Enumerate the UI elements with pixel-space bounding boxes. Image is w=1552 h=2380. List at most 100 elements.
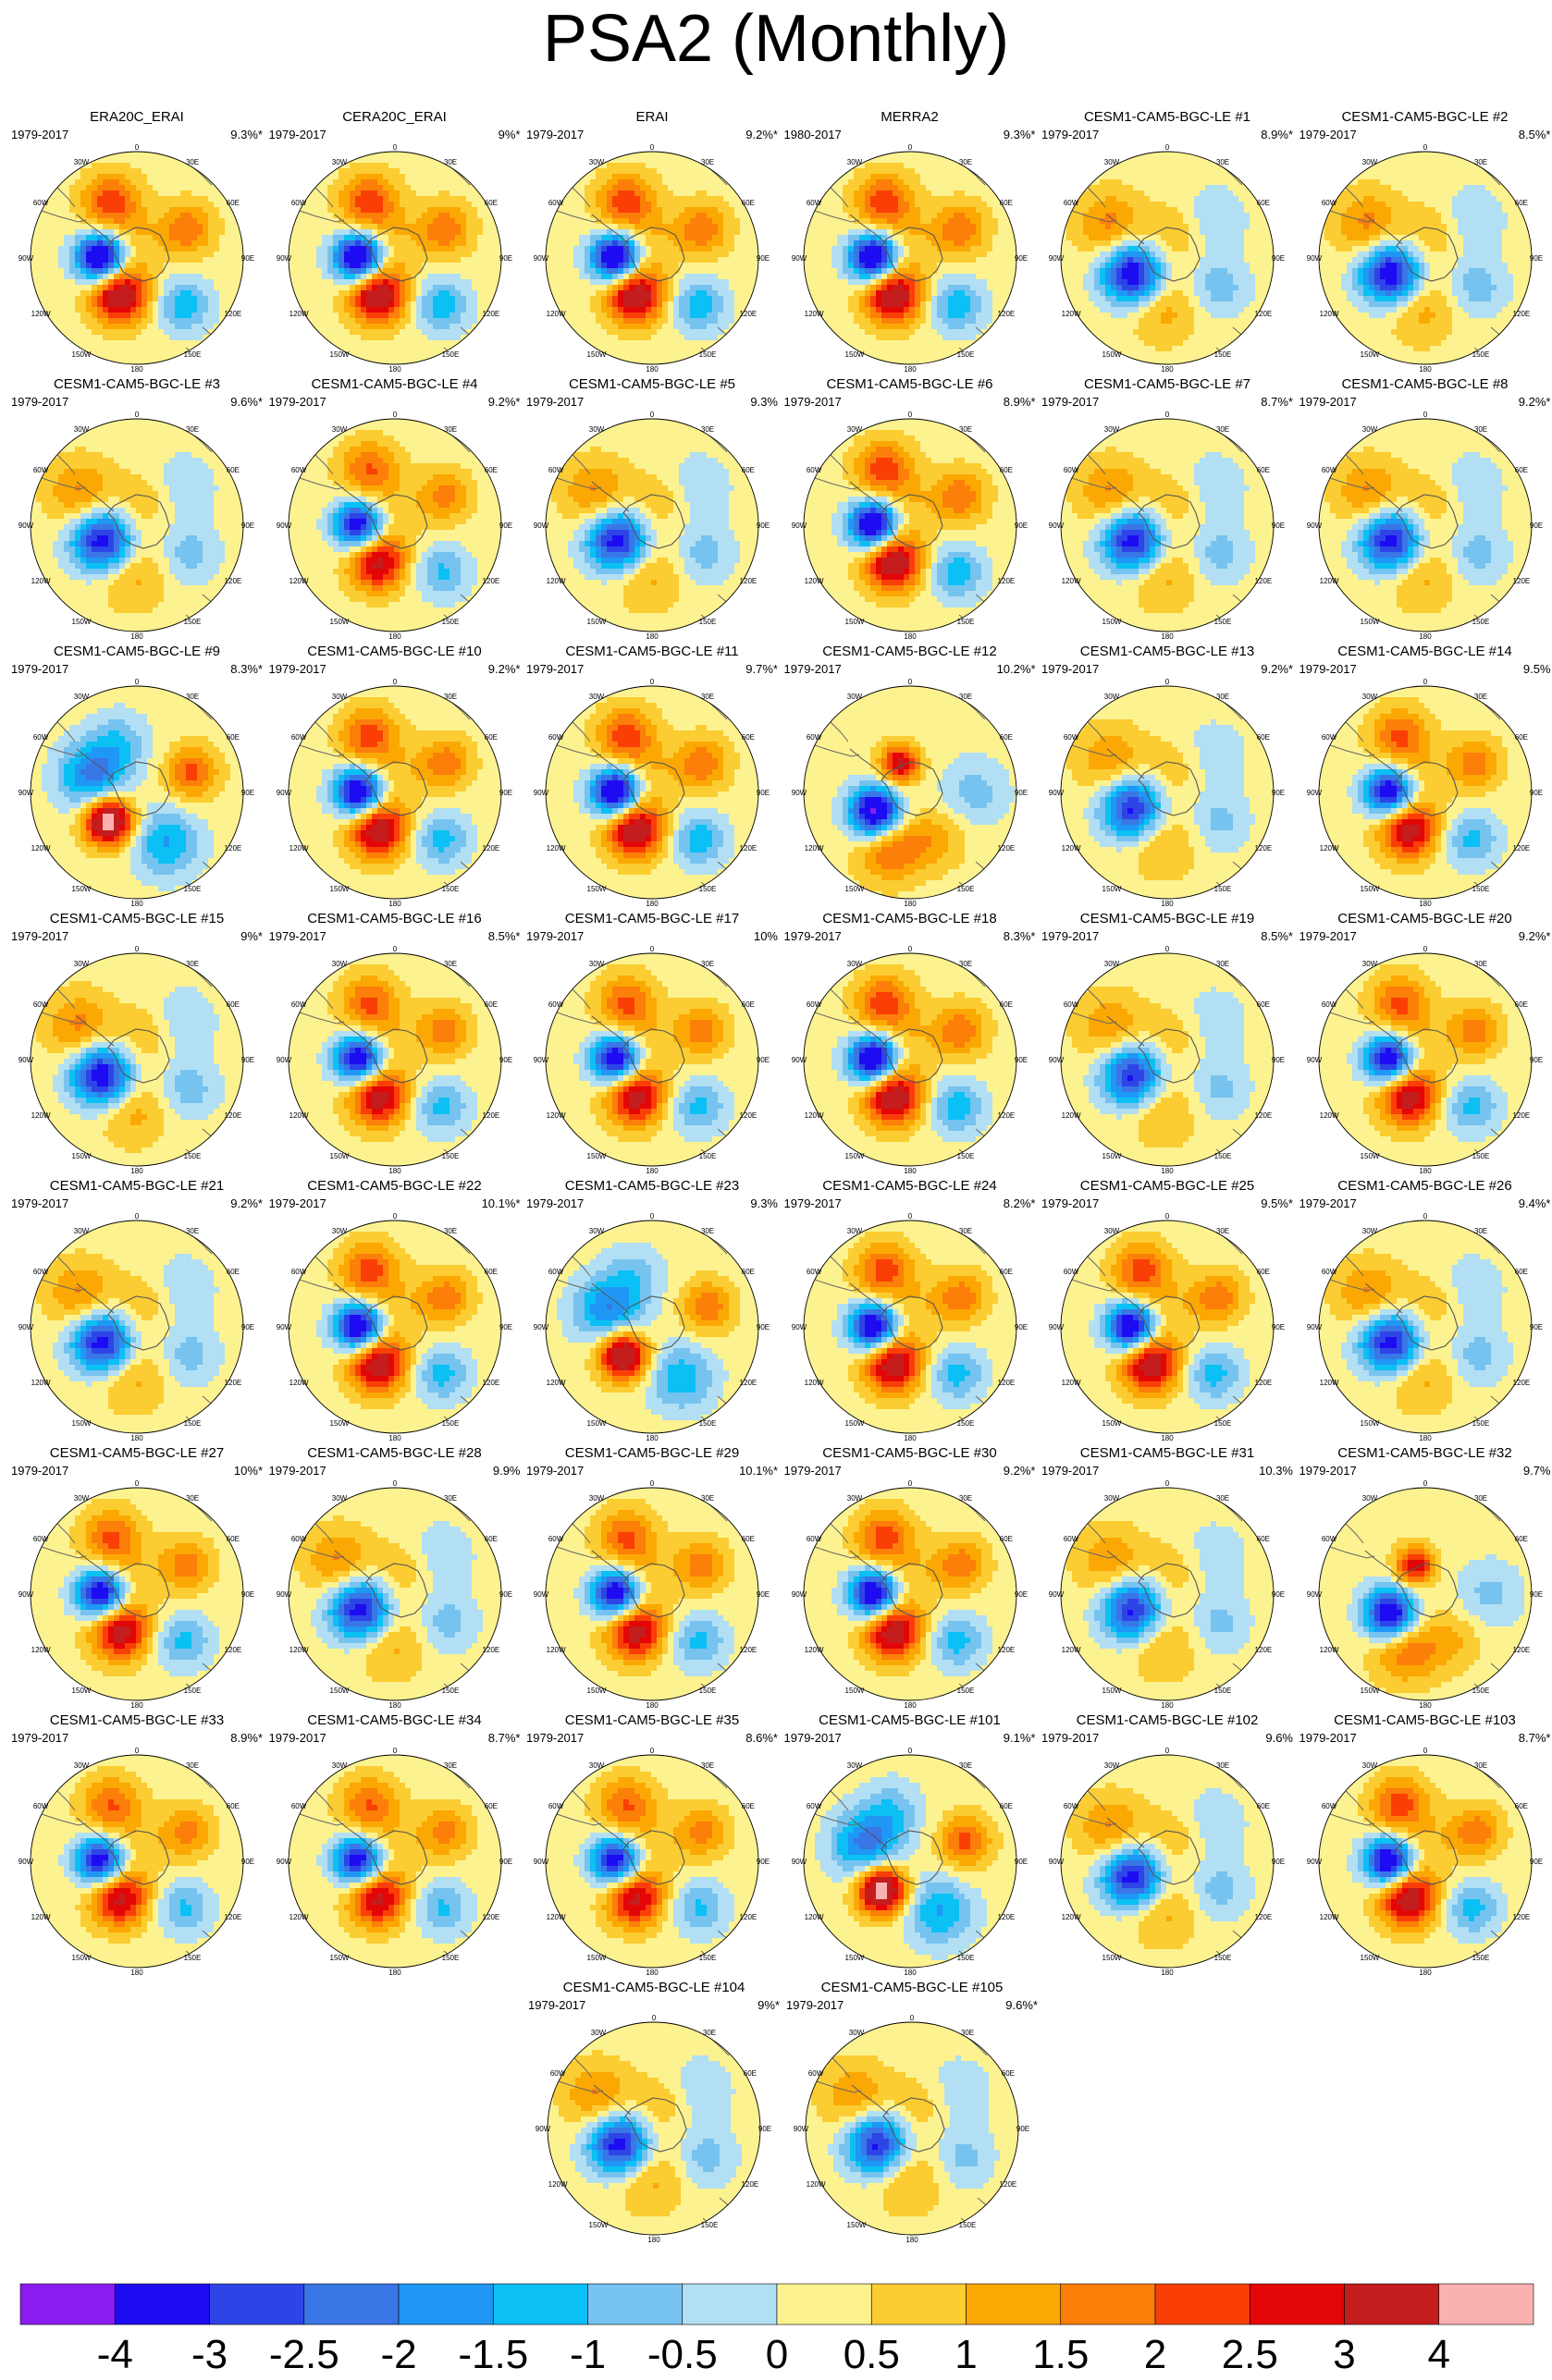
panel-variance-explained: 9.4%* [1519,1196,1551,1210]
panel-title: ERA20C_ERAI [7,109,266,126]
longitude-label: 90W [791,1858,807,1866]
longitude-label: 180 [1161,365,1174,374]
panel-period: 1980-2017 [784,128,842,141]
longitude-label: 90E [241,1590,254,1599]
longitude-label: 180 [646,1701,659,1710]
anomaly-field [1310,410,1541,641]
panel-title: CESM1-CAM5-BGC-LE #32 [1296,1445,1552,1462]
longitude-label: 120W [1319,844,1338,853]
anomaly-field [279,410,511,641]
panel-title: CESM1-CAM5-BGC-LE #10 [265,644,524,660]
panel-title: CESM1-CAM5-BGC-LE #12 [781,644,1040,660]
panel-period: 1979-2017 [11,662,68,676]
longitude-label: 90E [1529,1056,1542,1064]
longitude-label: 60E [999,1268,1012,1276]
longitude-label: 120W [31,1379,51,1387]
longitude-label: 90E [499,1056,511,1064]
longitude-label: 120E [482,1379,499,1387]
longitude-label: 90E [499,521,511,530]
longitude-label: 120W [1319,1379,1338,1387]
longitude-label: 150E [959,2221,977,2229]
longitude-label: 120E [1512,577,1530,585]
longitude-label: 90E [241,521,254,530]
longitude-label: 60E [742,1268,755,1276]
longitude-label: 150W [72,885,92,893]
map-panel: CESM1-CAM5-BGC-LE #5 1979-2017 9.3% 0 30E 60E… [523,376,782,635]
longitude-label: 150W [587,1419,607,1428]
longitude-label: 30W [1361,425,1377,434]
longitude-label: 120E [1255,1646,1273,1654]
anomaly-field [794,944,1026,1175]
anomaly-field [1310,1478,1541,1710]
longitude-label: 30W [1104,158,1120,166]
map-panel: ERA20C_ERAI 1979-2017 9.3%* 0 30E 60E 90E 120E 1… [7,109,266,368]
longitude-label: 60E [1514,1802,1527,1810]
colorbar-swatch [1155,2284,1250,2325]
anomaly-field [536,410,768,641]
panel-period: 1979-2017 [784,395,842,409]
anomaly-field [21,410,253,641]
longitude-label: 120E [1255,1379,1273,1387]
longitude-label: 60E [227,199,240,207]
longitude-label: 30E [186,158,199,166]
panel-period: 1979-2017 [1299,395,1357,409]
longitude-label: 150E [184,1687,202,1695]
longitude-label: 30W [846,425,862,434]
longitude-label: 60E [227,1802,240,1810]
longitude-label: 60W [33,1535,49,1543]
map-panel: CESM1-CAM5-BGC-LE #34 1979-2017 8.7%* 0 30E 6… [265,1712,524,1971]
colorbar-swatch [304,2284,399,2325]
map-panel: CESM1-CAM5-BGC-LE #31 1979-2017 10.3% 0 30E 6… [1038,1445,1297,1704]
panel-period: 1979-2017 [784,1731,842,1745]
longitude-label: 90E [499,789,511,797]
colorbar-swatch [871,2284,966,2325]
panel-period: 1979-2017 [1299,1196,1357,1210]
panel-period: 1979-2017 [1041,662,1099,676]
longitude-label: 120W [804,310,823,318]
longitude-label: 0 [392,1479,397,1488]
longitude-label: 60E [1002,2069,1015,2078]
longitude-label: 0 [907,1212,912,1221]
longitude-label: 60W [1064,1802,1079,1810]
longitude-label: 90E [241,789,254,797]
longitude-label: 60E [999,733,1012,742]
colorbar-swatch [115,2284,209,2325]
longitude-label: 90W [18,1590,34,1599]
longitude-label: 30W [331,1227,347,1235]
panel-title: CESM1-CAM5-BGC-LE #9 [7,644,266,660]
longitude-label: 30E [1473,425,1486,434]
longitude-label: 120E [1255,1913,1273,1921]
panel-period: 1979-2017 [786,1998,844,2012]
longitude-label: 30W [846,1227,862,1235]
longitude-label: 30W [1104,960,1120,968]
longitude-label: 150E [956,618,974,626]
panel-title: CESM1-CAM5-BGC-LE #1 [1038,109,1297,126]
longitude-label: 30W [589,1494,605,1503]
longitude-label: 120W [289,1913,308,1921]
longitude-label: 150E [701,2221,719,2229]
panel-title: CESM1-CAM5-BGC-LE #101 [781,1712,1040,1729]
map-panel: CESM1-CAM5-BGC-LE #102 1979-2017 9.6% 0 30E 6… [1038,1712,1297,1971]
anomaly-field [536,1478,768,1710]
panel-variance-explained: 9.2%* [1519,395,1551,409]
longitude-label: 120W [804,1913,823,1921]
longitude-label: 60E [999,1000,1012,1009]
longitude-label: 150W [1360,1419,1379,1428]
longitude-label: 30E [701,1227,714,1235]
anomaly-field [1310,1746,1541,1977]
longitude-label: 90E [757,1590,770,1599]
longitude-label: 180 [388,900,401,908]
longitude-label: 120W [804,1646,823,1654]
longitude-label: 120W [547,844,566,853]
longitude-label: 150E [441,618,459,626]
map-panel: CESM1-CAM5-BGC-LE #101 1979-2017 9.1%* 0 30E… [781,1712,1040,1971]
longitude-label: 60E [484,1268,497,1276]
longitude-label: 90E [1272,1323,1285,1331]
anomaly-field [279,1478,511,1710]
longitude-label: 150E [699,618,717,626]
